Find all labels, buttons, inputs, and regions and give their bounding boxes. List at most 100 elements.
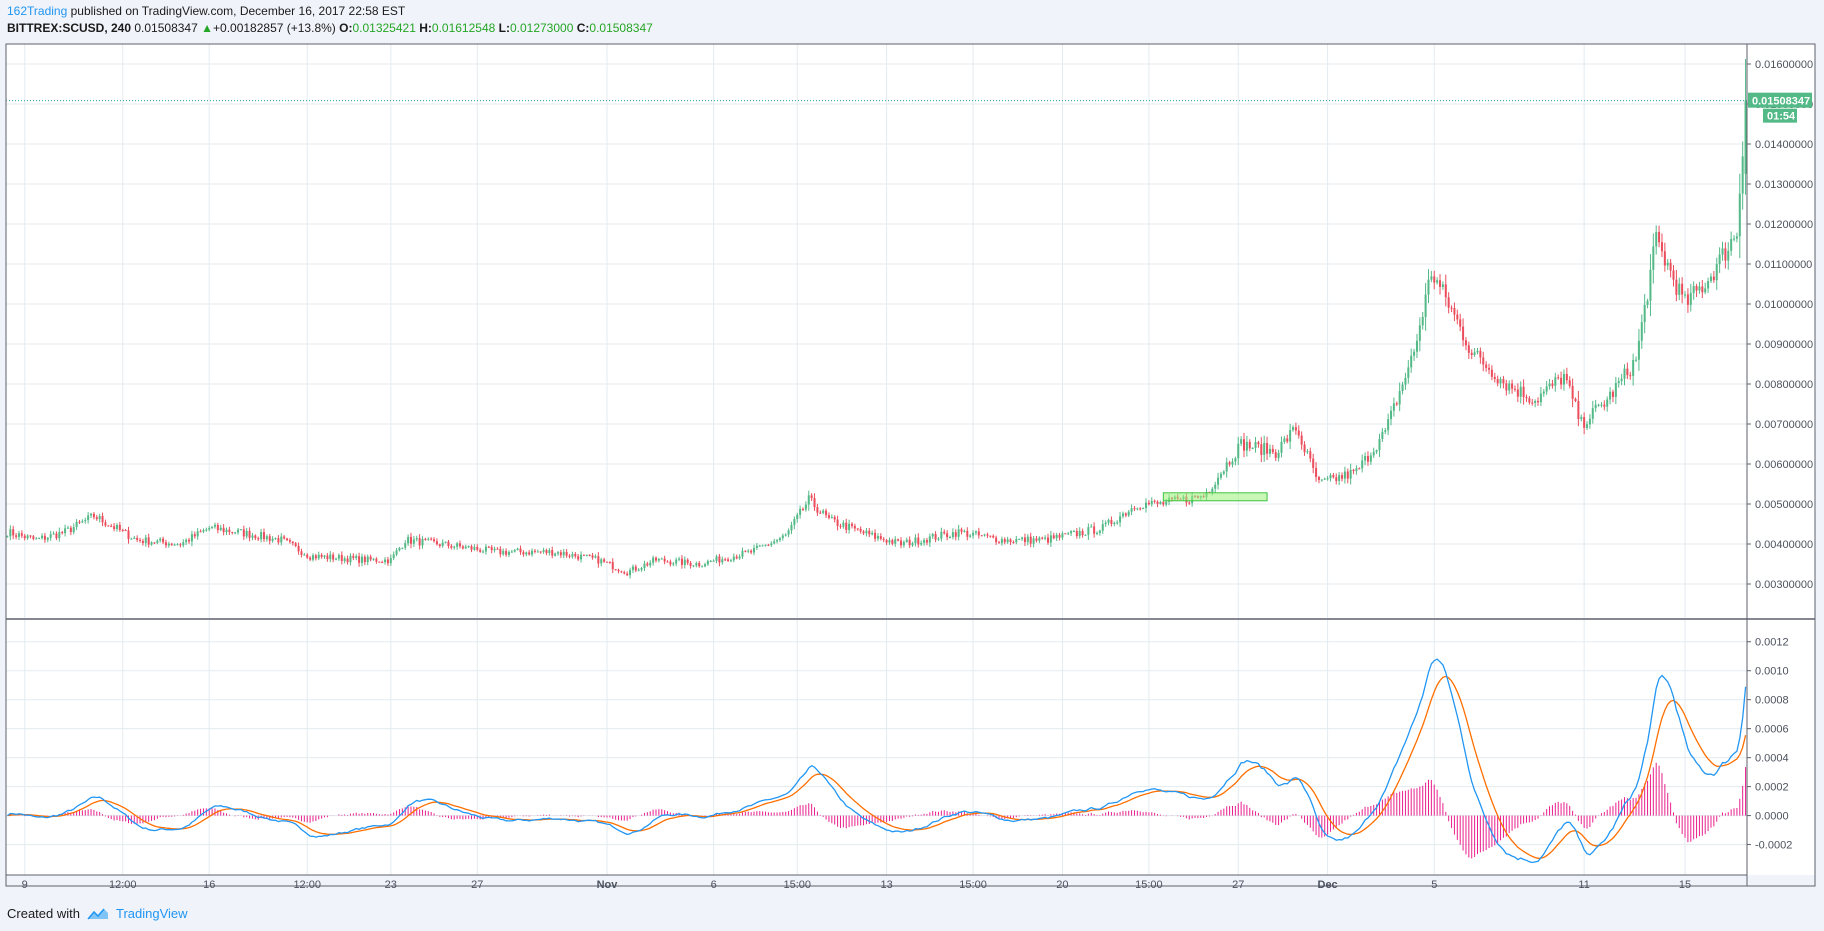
candle-body bbox=[1107, 519, 1110, 523]
candle-body bbox=[574, 554, 577, 557]
price-tick-label: 0.00500000 bbox=[1755, 499, 1813, 511]
candle-body bbox=[1341, 475, 1344, 479]
candle-body bbox=[484, 546, 487, 552]
candle-body bbox=[876, 536, 879, 539]
candle-body bbox=[1029, 536, 1032, 544]
last-price-badge-label: 0.01508347 bbox=[1752, 96, 1810, 108]
candle-body bbox=[1444, 284, 1447, 298]
candle-body bbox=[1395, 403, 1398, 405]
candle-body bbox=[1591, 408, 1594, 419]
candle-body bbox=[1611, 391, 1614, 397]
candle-body bbox=[1323, 478, 1326, 480]
candle-body bbox=[64, 528, 67, 534]
candle-body bbox=[1188, 502, 1191, 504]
candle-body bbox=[580, 554, 583, 560]
candle-body bbox=[1545, 386, 1548, 392]
candle-body bbox=[954, 532, 957, 537]
candle-body bbox=[1156, 501, 1159, 504]
candle-body bbox=[1482, 357, 1485, 365]
candle-body bbox=[1407, 367, 1410, 378]
created-with-text: Created with bbox=[7, 906, 80, 921]
candle-body bbox=[568, 555, 571, 557]
candle-body bbox=[1072, 530, 1075, 532]
candle-body bbox=[605, 561, 608, 563]
candle-body bbox=[90, 513, 93, 516]
time-tick-label: 12:00 bbox=[109, 879, 137, 891]
candle-body bbox=[545, 550, 548, 554]
candle-body bbox=[556, 552, 559, 554]
candle-body bbox=[1234, 458, 1237, 462]
macd-tick-label: 0.0002 bbox=[1755, 782, 1789, 794]
candle-body bbox=[902, 541, 905, 546]
candle-body bbox=[118, 524, 121, 530]
candle-body bbox=[1271, 448, 1274, 453]
candle-body bbox=[309, 557, 312, 560]
candle-body bbox=[245, 530, 248, 537]
candle-body bbox=[1470, 352, 1473, 355]
candle-body bbox=[1632, 360, 1635, 376]
candle-body bbox=[986, 534, 989, 536]
candle-body bbox=[1257, 442, 1260, 445]
candle-body bbox=[1283, 438, 1286, 442]
candle-body bbox=[1551, 383, 1554, 386]
candle-body bbox=[1686, 294, 1689, 305]
candle-body bbox=[15, 535, 18, 537]
author-link[interactable]: 162Trading bbox=[7, 4, 68, 18]
time-tick-label: 11 bbox=[1578, 879, 1589, 891]
candle-body bbox=[58, 532, 61, 539]
candle-body bbox=[1741, 156, 1744, 194]
candle-body bbox=[1245, 441, 1248, 451]
candle-body bbox=[525, 552, 528, 555]
candle-body bbox=[1681, 283, 1684, 295]
candle-body bbox=[891, 540, 894, 544]
candle-body bbox=[1041, 537, 1044, 539]
candle-body bbox=[989, 535, 992, 537]
candle-body bbox=[335, 558, 338, 560]
candle-body bbox=[980, 535, 983, 537]
candle-body bbox=[433, 539, 436, 542]
candle-body bbox=[1571, 385, 1574, 399]
candle-body bbox=[349, 555, 352, 563]
candle-body bbox=[1003, 539, 1006, 543]
candle-body bbox=[943, 531, 946, 534]
candle-body bbox=[1153, 500, 1156, 502]
candle-body bbox=[853, 525, 856, 529]
candle-body bbox=[162, 538, 165, 543]
candle-body bbox=[407, 536, 410, 544]
candle-body bbox=[300, 551, 303, 555]
candle-body bbox=[352, 555, 355, 559]
candle-body bbox=[1404, 377, 1407, 385]
candle-body bbox=[755, 545, 758, 548]
candle-body bbox=[375, 558, 378, 562]
tradingview-brand-link[interactable]: TradingView bbox=[115, 906, 188, 921]
time-tick-label: Nov bbox=[597, 879, 619, 891]
candle-body bbox=[254, 535, 257, 539]
candle-body bbox=[1142, 508, 1145, 510]
candle-body bbox=[1548, 383, 1551, 387]
candle-body bbox=[182, 542, 185, 546]
time-tick-label: 6 bbox=[711, 879, 717, 891]
candle-body bbox=[571, 554, 574, 557]
candle-body bbox=[461, 546, 464, 549]
candle-body bbox=[1248, 441, 1251, 449]
candle-body bbox=[464, 546, 467, 549]
candle-body bbox=[1629, 375, 1632, 377]
macd-tick-label: 0.0008 bbox=[1755, 695, 1789, 707]
tradingview-logo-icon bbox=[87, 908, 108, 919]
price-tick-label: 0.00700000 bbox=[1755, 419, 1813, 431]
candle-body bbox=[626, 573, 629, 576]
candle-body bbox=[219, 527, 222, 531]
price-tick-label: 0.01000000 bbox=[1755, 299, 1813, 311]
candle-body bbox=[1294, 427, 1297, 431]
candle-body bbox=[1499, 379, 1502, 384]
candle-body bbox=[813, 498, 816, 508]
candle-body bbox=[444, 541, 447, 543]
candle-body bbox=[649, 562, 652, 566]
candle-body bbox=[487, 546, 490, 548]
candle-body bbox=[438, 544, 441, 547]
macd-tick-label: -0.0002 bbox=[1755, 840, 1792, 852]
candle-body bbox=[409, 536, 412, 544]
candle-body bbox=[257, 538, 260, 540]
candle-body bbox=[1678, 283, 1681, 295]
